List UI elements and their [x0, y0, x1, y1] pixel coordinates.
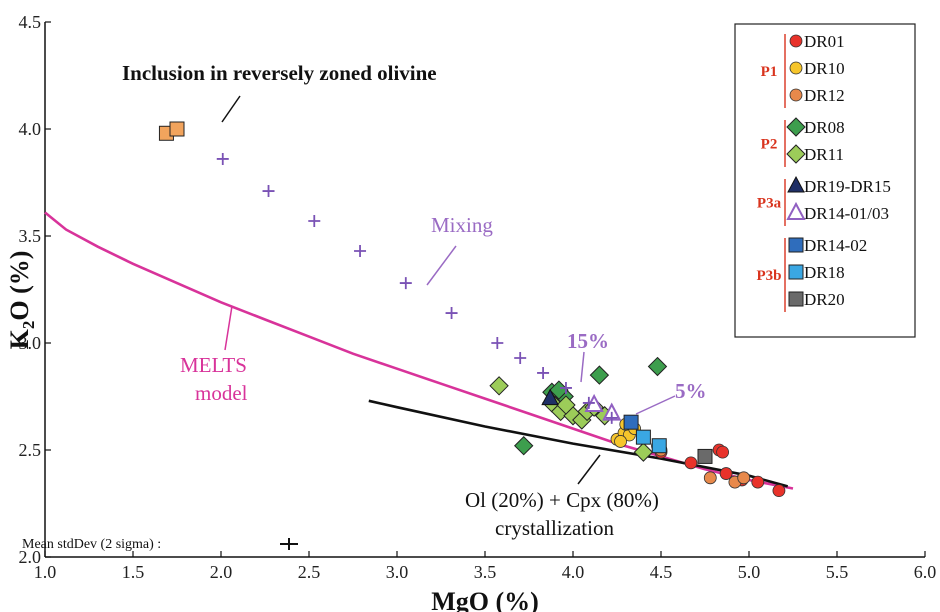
x-tick-label: 3.5 [474, 562, 497, 582]
x-tick-label: 4.0 [562, 562, 585, 582]
mixing-label: Mixing [431, 213, 493, 237]
dr18-point [635, 429, 651, 445]
legend-marker [786, 201, 806, 220]
x-tick-label: 4.5 [650, 562, 673, 582]
x-tick-label: 2.0 [210, 562, 233, 582]
legend-item-label: DR08 [804, 118, 845, 137]
legend-marker [788, 291, 804, 307]
mixing-point [582, 396, 595, 409]
data-points [158, 121, 786, 498]
legend-marker [789, 34, 803, 48]
dr11-point [489, 376, 509, 396]
legend-item-label: DR18 [804, 263, 845, 282]
mixing-leader-line [426, 245, 457, 286]
legend-marker [786, 117, 806, 137]
dr12-point [737, 471, 751, 485]
model-lines [44, 211, 794, 490]
percent-15-leader-line [580, 351, 585, 383]
x-tick-label: 6.0 [914, 562, 937, 582]
dr18-point [651, 438, 667, 454]
legend-group-label: P3b [756, 268, 781, 284]
dr12-point [703, 471, 717, 485]
stddev-label: Mean stdDev (2 sigma) : [22, 537, 161, 552]
x-tick-label: 5.5 [826, 562, 849, 582]
mixing-point [308, 215, 321, 228]
legend-item-label: DR10 [804, 59, 845, 78]
legend-item-label: DR19-DR15 [804, 177, 891, 196]
legend-item-label: DR20 [804, 290, 845, 309]
legend-item-label: DR14-02 [804, 236, 867, 255]
x-tick-label: 1.5 [122, 562, 145, 582]
legend-marker [786, 144, 806, 164]
x-tick-label: 2.5 [298, 562, 321, 582]
percent-5-leader-line [635, 395, 676, 415]
legend-group-label: P3a [757, 196, 782, 212]
x-tick-label: 5.0 [738, 562, 761, 582]
dr10-point [614, 435, 627, 448]
y-tick-label: 4.0 [19, 119, 42, 139]
percent-15-label: 15% [567, 329, 609, 353]
legend: DR01 DR10 DR12 P1 DR08 DR11 P2 DR19-DR15 DR14-01… [734, 23, 916, 338]
mixing-point [399, 277, 412, 290]
melts-label-line1: MELTS [180, 353, 247, 377]
y-tick-label: 3.5 [19, 226, 42, 246]
crystallization-label-line1: Ol (20%) + Cpx (80%) [465, 488, 659, 512]
plot-axes: 1.0 1.5 2.0 2.5 3.0 3.5 4.0 4.5 5.0 5.5 6.0 2.0 2.5 3… [5, 12, 936, 612]
melts-label-line2: model [195, 381, 248, 405]
dr11-point [633, 442, 654, 462]
x-tick-label: 1.0 [34, 562, 57, 582]
crystallization-leader-line [577, 454, 601, 485]
dr01-point [751, 475, 765, 489]
y-tick-label: 2.5 [19, 440, 42, 460]
mixing-point [605, 411, 618, 424]
legend-marker [787, 175, 805, 193]
legend-group-label: P1 [761, 64, 778, 80]
legend-box [734, 23, 916, 338]
annotations: Inclusion in reversely zoned olivine Mix… [22, 61, 707, 552]
legend-item-label: DR14-01/03 [804, 204, 889, 223]
legend-item-label: DR01 [804, 32, 845, 51]
inclusion-label: Inclusion in reversely zoned olivine [122, 61, 437, 85]
inclusion-leader-line [221, 95, 241, 123]
y-tick-label: 4.5 [19, 12, 42, 32]
dr14-02-point [623, 414, 639, 430]
legend-marker [789, 88, 803, 102]
mixing-point [445, 307, 458, 320]
y-axis-label: K2O (%) [5, 251, 38, 350]
x-tick-label: 3.0 [386, 562, 409, 582]
dr08-point [589, 365, 610, 385]
mixing-point [514, 351, 527, 364]
dr20-point [697, 448, 713, 464]
mixing-point [216, 152, 229, 165]
legend-item-label: DR11 [804, 145, 844, 164]
dr01-point [719, 467, 733, 480]
legend-marker [789, 61, 803, 75]
crystallization-label-line2: crystallization [495, 516, 614, 540]
mixing-point [354, 244, 367, 257]
dr11-point [556, 395, 576, 415]
inclusion-point [169, 121, 185, 137]
melts-model-line [44, 211, 794, 490]
dr08-point [514, 436, 534, 456]
legend-marker [788, 264, 804, 280]
mixing-point [262, 185, 275, 198]
y-tick-label: 2.0 [19, 547, 42, 567]
legend-marker [788, 237, 804, 253]
legend-item-label: DR12 [804, 86, 845, 105]
mixing-point [537, 366, 550, 379]
x-axis-label: MgO (%) [431, 587, 539, 612]
mixing-point [491, 337, 504, 349]
dr01-point [716, 445, 729, 459]
mixing-point [559, 381, 572, 394]
percent-5-label: 5% [675, 379, 707, 403]
dr01-point [772, 484, 786, 498]
y-tick-label: 3.0 [19, 333, 42, 353]
melts-leader-line [224, 305, 233, 351]
dr01-point [684, 456, 698, 470]
legend-group-label: P2 [761, 137, 778, 153]
dr08-point [647, 356, 668, 377]
dr19-dr15-point [541, 388, 559, 406]
